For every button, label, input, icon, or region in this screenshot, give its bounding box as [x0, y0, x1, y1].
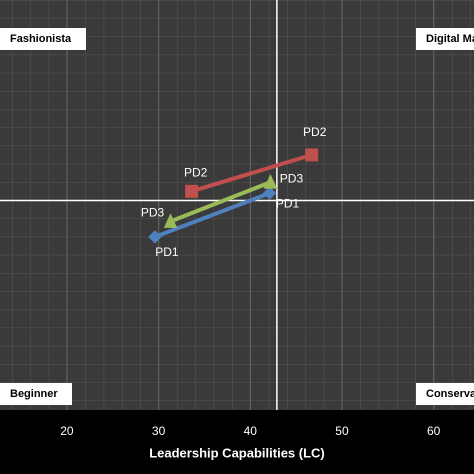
quadrant-label: Conservat	[426, 388, 474, 400]
point-label: PD1	[276, 196, 300, 210]
series-line	[191, 152, 313, 194]
point-label: PD3	[280, 171, 304, 185]
x-tick-label: 30	[152, 424, 166, 438]
point-label: PD2	[303, 125, 327, 139]
x-tick-label: 20	[60, 424, 74, 438]
quadrant-label: Fashionista	[10, 33, 72, 45]
quadrant-box	[416, 28, 474, 50]
point	[262, 186, 277, 200]
point	[263, 174, 278, 189]
series-line	[154, 191, 271, 239]
quadrant-box	[416, 383, 474, 405]
quadrant-box	[0, 28, 86, 50]
point	[305, 148, 319, 162]
x-axis-title: Leadership Capabilities (LC)	[149, 445, 325, 460]
point-label: PD3	[141, 206, 165, 220]
quadrant-box	[0, 383, 72, 405]
x-tick-label: 40	[244, 424, 258, 438]
x-tick-label: 50	[335, 424, 349, 438]
point	[163, 213, 178, 228]
quadrant-label: Digital Ma	[426, 33, 474, 45]
quadrant-label: Beginner	[10, 388, 58, 400]
x-tick-label: 60	[427, 424, 441, 438]
series-line	[169, 180, 272, 224]
point	[185, 184, 199, 198]
point-label: PD2	[184, 166, 208, 180]
point-label: PD1	[155, 245, 179, 259]
point	[148, 230, 162, 244]
